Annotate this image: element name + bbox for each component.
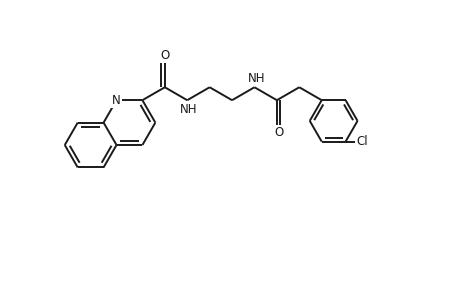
Text: NH: NH (179, 103, 196, 116)
Text: Cl: Cl (355, 135, 367, 148)
Text: O: O (160, 49, 169, 62)
Text: N: N (112, 94, 121, 107)
Text: NH: NH (247, 72, 265, 85)
Text: O: O (274, 126, 283, 139)
